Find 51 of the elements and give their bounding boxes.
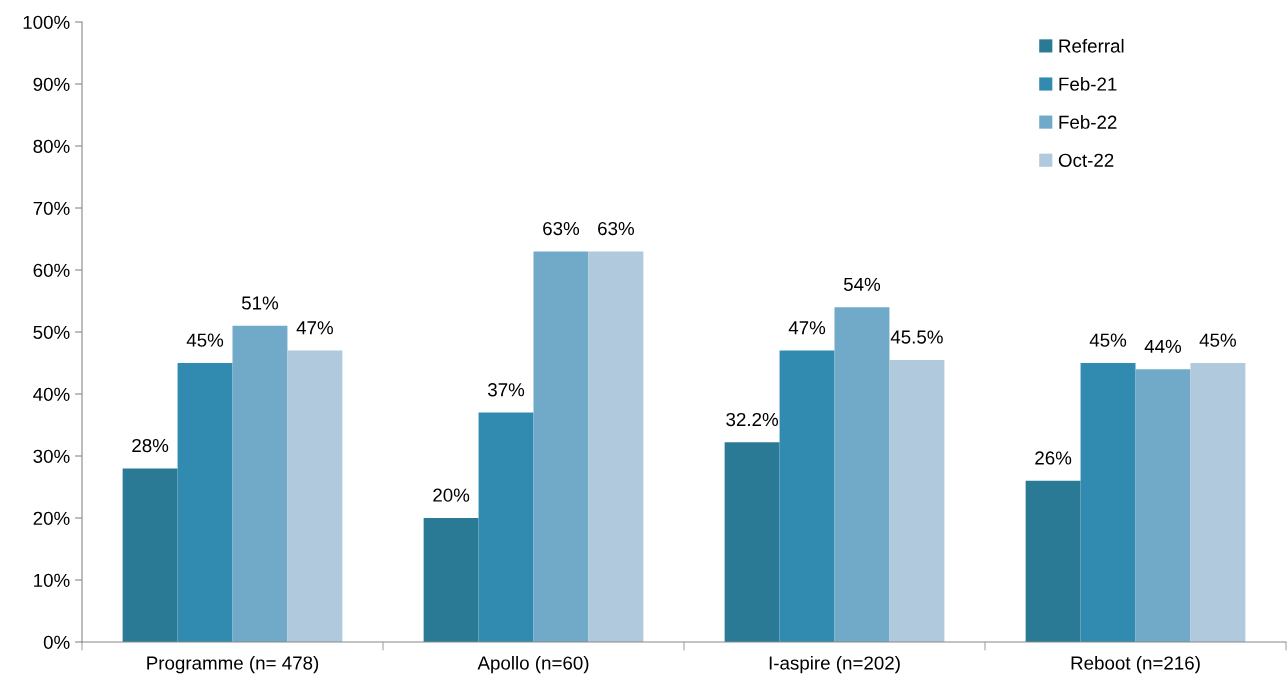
x-tick-label: I-aspire (n=202) xyxy=(769,655,900,674)
y-tick-label: 40% xyxy=(33,387,70,401)
data-label: 51% xyxy=(241,296,279,310)
data-label: 45% xyxy=(1089,333,1127,347)
data-label: 45% xyxy=(186,333,224,347)
x-tick-label: Programme (n= 478) xyxy=(147,655,319,674)
data-label: 28% xyxy=(132,438,169,453)
data-label: 37% xyxy=(487,383,525,397)
bar xyxy=(122,468,178,642)
bar xyxy=(533,251,589,642)
bar xyxy=(724,442,780,642)
data-label: 20% xyxy=(433,488,470,502)
bar xyxy=(1025,480,1081,642)
bar xyxy=(889,359,945,642)
y-tick-label: 70% xyxy=(33,201,70,215)
bar xyxy=(423,518,479,642)
y-tick-label: 10% xyxy=(34,573,70,587)
legend-label: Feb-21 xyxy=(1059,76,1117,91)
bar xyxy=(1135,369,1191,642)
bar xyxy=(478,412,534,642)
data-label: 32.2% xyxy=(726,412,779,427)
data-label: 45.5% xyxy=(890,330,943,344)
bar xyxy=(1190,363,1246,642)
data-label: 26% xyxy=(1035,451,1072,465)
data-label: 45% xyxy=(1199,333,1236,347)
bar xyxy=(588,251,644,642)
data-label: 47% xyxy=(788,321,826,335)
y-tick-label: 50% xyxy=(33,325,70,339)
y-tick-label: 80% xyxy=(33,139,70,153)
data-label: 63% xyxy=(543,221,580,236)
data-label: 54% xyxy=(843,277,881,291)
y-tick-label: 20% xyxy=(33,511,70,525)
legend-label: Feb-22 xyxy=(1059,115,1117,129)
x-tick-label: Apollo (n=60) xyxy=(477,655,589,674)
bar xyxy=(1080,363,1136,642)
legend-label: Oct-22 xyxy=(1058,153,1114,167)
y-tick-label: 60% xyxy=(33,263,70,277)
bar xyxy=(177,363,233,642)
bar xyxy=(779,350,835,642)
y-tick-label: 30% xyxy=(33,449,70,463)
legend-label: Referral xyxy=(1059,38,1124,53)
data-label: 63% xyxy=(598,221,634,236)
x-tick-label: Reboot (n=216) xyxy=(1071,655,1200,674)
bar xyxy=(232,325,288,642)
data-label: 47% xyxy=(296,321,333,335)
y-tick-label: 0% xyxy=(43,635,70,649)
bar xyxy=(287,350,343,642)
data-label: 44% xyxy=(1144,339,1182,353)
y-tick-label: 100% xyxy=(23,15,70,29)
y-tick-label: 90% xyxy=(33,77,70,91)
bar xyxy=(834,307,890,642)
